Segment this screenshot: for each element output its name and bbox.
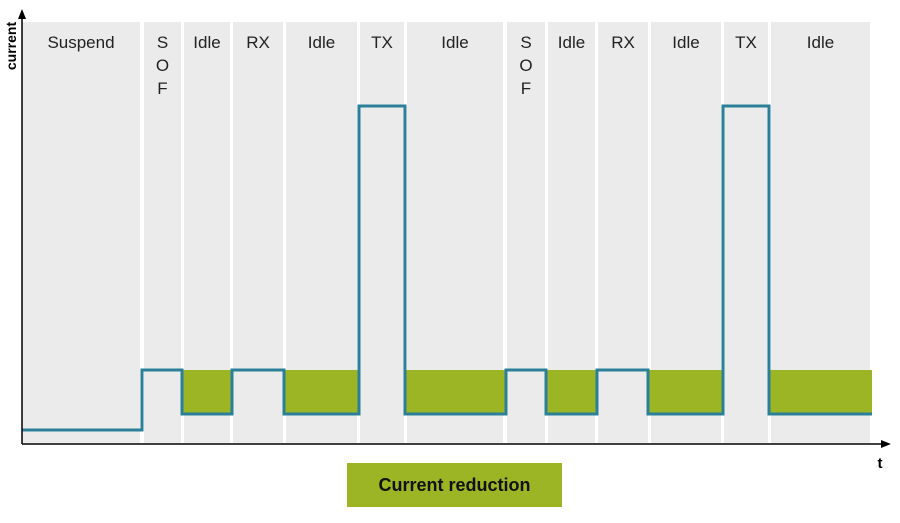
legend-box — [347, 463, 562, 507]
phase-column — [507, 22, 545, 443]
reduction-area — [648, 370, 723, 414]
phase-label: Idle — [558, 33, 585, 52]
x-axis-label: t — [878, 455, 883, 472]
reduction-area — [182, 370, 232, 414]
x-axis-arrow — [881, 440, 891, 448]
y-axis-arrow — [18, 9, 26, 19]
phase-label: RX — [611, 33, 635, 52]
legend-label: Current reduction — [378, 475, 530, 495]
phase-column — [360, 22, 404, 443]
phase-label: Idle — [441, 33, 468, 52]
phase-label: TX — [371, 33, 393, 52]
phase-label: RX — [246, 33, 270, 52]
phase-label: Idle — [308, 33, 335, 52]
phase-label: TX — [735, 33, 757, 52]
phase-label: Idle — [193, 33, 220, 52]
reduction-area — [769, 370, 872, 414]
reduction-area — [405, 370, 506, 414]
phase-labels: Suspend S O F Idle RX Idle TX Idle S O F Idle RX Idle T… — [47, 33, 834, 98]
reduction-area — [284, 370, 359, 414]
phase-column — [233, 22, 283, 443]
phase-column — [144, 22, 181, 443]
phase-label: Idle — [672, 33, 699, 52]
phase-label: Idle — [807, 33, 834, 52]
phase-column — [724, 22, 768, 443]
phase-label: Suspend — [47, 33, 114, 52]
y-axis-label: current — [3, 22, 19, 71]
current-waveform — [22, 104, 872, 432]
phase-column — [22, 22, 140, 443]
reduction-area — [546, 370, 597, 414]
phase-column — [598, 22, 648, 443]
current-reduction-areas — [182, 370, 872, 414]
